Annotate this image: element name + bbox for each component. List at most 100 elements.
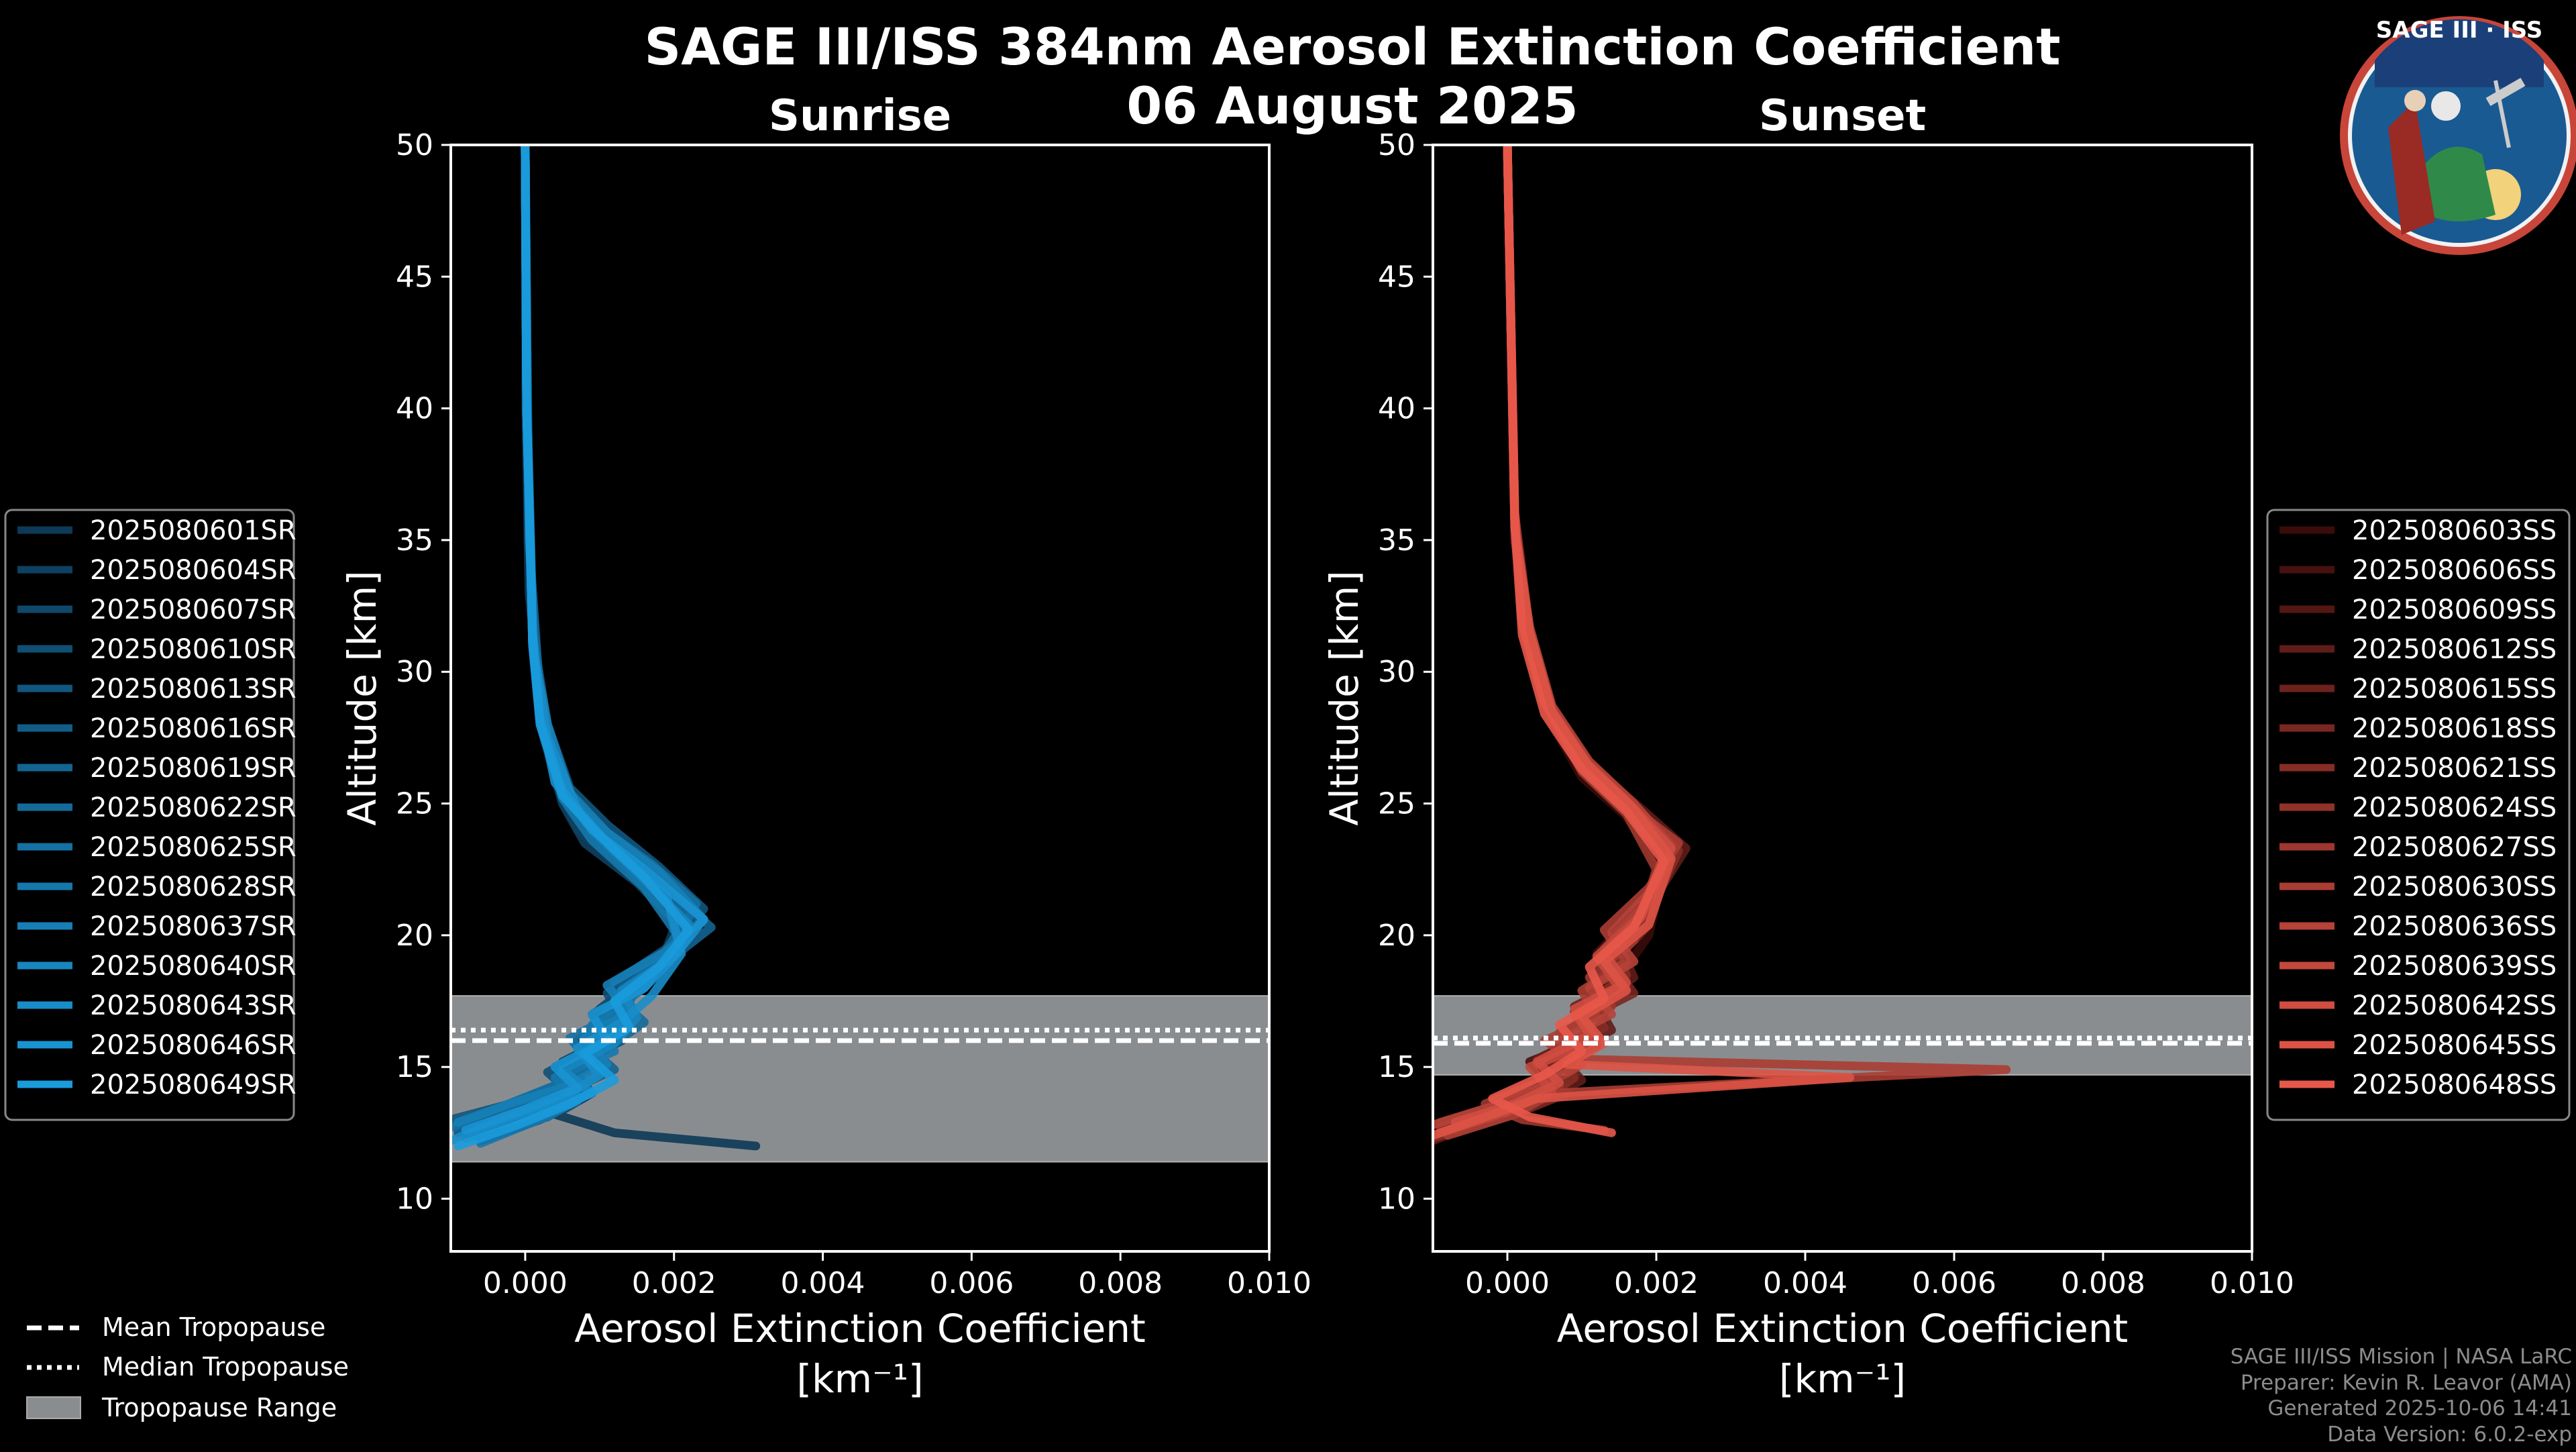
footer-version: Data Version: 6.0.2-exp bbox=[2327, 1422, 2572, 1447]
tropopause-legend: Mean Tropopause Median Tropopause Tropop… bbox=[26, 1312, 349, 1422]
profile-lines bbox=[1433, 145, 2011, 1145]
profile-2025080645SS bbox=[1433, 145, 1855, 1140]
x-tick-label: 0.010 bbox=[1227, 1266, 1311, 1300]
y-tick-label: 50 bbox=[1378, 128, 1415, 162]
legend-entry: 2025080646SR bbox=[90, 1030, 297, 1061]
legend-entry: 2025080607SR bbox=[90, 594, 297, 625]
legend-frame bbox=[4, 509, 295, 1121]
legend-entry: 2025080624SS bbox=[2352, 792, 2557, 823]
profile-2025080649SR bbox=[453, 145, 694, 1151]
x-tick-label: 0.000 bbox=[483, 1266, 568, 1300]
x-tick-label: 0.006 bbox=[929, 1266, 1014, 1300]
footer-generated: Generated 2025-10-06 14:41 bbox=[2267, 1396, 2572, 1420]
plot-frame bbox=[449, 144, 1271, 1253]
x-tick-label: 0.002 bbox=[632, 1266, 716, 1300]
x-tick-label: 0.008 bbox=[1078, 1266, 1163, 1300]
x-tick-label: 0.010 bbox=[2210, 1266, 2294, 1300]
y-tick-label: 20 bbox=[1378, 919, 1415, 953]
x-axis-unit: [km⁻¹] bbox=[1779, 1356, 1906, 1402]
legend-entry: 2025080612SS bbox=[2352, 634, 2557, 665]
legend-entry: 2025080628SR bbox=[90, 872, 297, 902]
series-legend: 2025080601SR 2025080604SR 2025080607SR 2025… bbox=[4, 509, 297, 1121]
profile-2025080612SS bbox=[1433, 145, 1690, 1145]
legend-entry: 2025080630SS bbox=[2352, 872, 2557, 902]
legend-entry: 2025080637SR bbox=[90, 911, 297, 942]
legend-entry: 2025080619SR bbox=[90, 753, 297, 784]
legend-entry: 2025080627SS bbox=[2352, 832, 2557, 863]
x-tick-label: 0.006 bbox=[1912, 1266, 1996, 1300]
y-tick-label: 20 bbox=[396, 919, 433, 953]
legend-entry: 2025080616SR bbox=[90, 713, 297, 744]
legend-entry: 2025080603SS bbox=[2352, 515, 2557, 546]
profile-2025080610SR bbox=[476, 145, 701, 1145]
y-tick-label: 50 bbox=[396, 128, 433, 162]
profile-2025080621SS bbox=[1433, 145, 1683, 1143]
legend-entry: 2025080640SR bbox=[90, 951, 297, 982]
sage-iss-logo: SAGE III · ISS bbox=[2340, 16, 2576, 255]
profile-2025080619SR bbox=[453, 145, 716, 1135]
x-axis-unit: [km⁻¹] bbox=[796, 1356, 923, 1402]
x-tick-label: 0.000 bbox=[1465, 1266, 1550, 1300]
panel-title: Sunrise bbox=[769, 91, 951, 141]
x-tick-label: 0.004 bbox=[781, 1266, 865, 1300]
profile-2025080609SS bbox=[1443, 145, 1683, 1135]
tropopause-range-label: Tropopause Range bbox=[101, 1393, 337, 1422]
legend-entry: 2025080601SR bbox=[90, 515, 297, 546]
profile-lines bbox=[451, 145, 761, 1151]
y-tick-label: 10 bbox=[1378, 1182, 1415, 1216]
profile-2025080642SS bbox=[1450, 145, 1676, 1127]
footer-credits: SAGE III/ISS Mission | NASA LaRC Prepare… bbox=[2231, 1344, 2572, 1447]
legend-entry: 2025080649SR bbox=[90, 1070, 297, 1100]
legend-entry: 2025080609SS bbox=[2352, 594, 2557, 625]
y-tick-label: 15 bbox=[1378, 1050, 1415, 1084]
x-axis-label: Aerosol Extinction Coefficient bbox=[1557, 1306, 2129, 1351]
legend-entry: 2025080610SR bbox=[90, 634, 297, 665]
median-tropopause-label: Median Tropopause bbox=[102, 1352, 349, 1382]
y-tick-label: 45 bbox=[396, 260, 433, 294]
legend-entry: 2025080615SS bbox=[2352, 674, 2557, 705]
profile-2025080618SS bbox=[1450, 145, 1676, 1137]
legend-entry: 2025080621SS bbox=[2352, 753, 2557, 784]
legend-entry: 2025080639SS bbox=[2352, 951, 2557, 982]
y-tick-label: 45 bbox=[1378, 260, 1415, 294]
legend-entry: 2025080636SS bbox=[2352, 911, 2557, 942]
footer-mission: SAGE III/ISS Mission | NASA LaRC bbox=[2230, 1345, 2572, 1369]
legend-entry: 2025080648SS bbox=[2352, 1070, 2557, 1100]
series-legend: 2025080603SS 2025080606SS 2025080609SS 2025… bbox=[2266, 509, 2571, 1121]
y-tick-label: 10 bbox=[396, 1182, 433, 1216]
x-tick-label: 0.008 bbox=[2061, 1266, 2145, 1300]
legend-entry: 2025080642SS bbox=[2352, 990, 2557, 1021]
legend-entry: 2025080618SS bbox=[2352, 713, 2557, 744]
y-axis-label: Altitude [km] bbox=[1322, 570, 1367, 825]
figure-date: 06 August 2025 bbox=[1126, 76, 1578, 136]
footer-preparer: Preparer: Kevin R. Leavor (AMA) bbox=[2240, 1370, 2572, 1395]
x-axis-label: Aerosol Extinction Coefficient bbox=[574, 1306, 1146, 1351]
y-tick-label: 30 bbox=[1378, 655, 1415, 689]
logo-text: SAGE III · ISS bbox=[2376, 17, 2542, 44]
legend-entry: 2025080645SS bbox=[2352, 1030, 2557, 1061]
legend-entry: 2025080622SR bbox=[90, 792, 297, 823]
legend-entry: 2025080625SR bbox=[90, 832, 297, 863]
y-tick-label: 25 bbox=[396, 787, 433, 821]
y-tick-label: 40 bbox=[1378, 392, 1415, 426]
y-tick-label: 40 bbox=[396, 392, 433, 426]
sunrise-panel: Sunrise 10 15 20 25 30 35 40 45 50 0.000 0.002 0.004… bbox=[4, 91, 1311, 1402]
legend-entry: 2025080606SS bbox=[2352, 555, 2557, 586]
panel-title: Sunset bbox=[1759, 91, 1926, 141]
x-tick-label: 0.004 bbox=[1763, 1266, 1847, 1300]
profile-2025080646SR bbox=[461, 145, 708, 1135]
plot-frame bbox=[1432, 144, 2253, 1253]
legend-entry: 2025080643SR bbox=[90, 990, 297, 1021]
x-tick-label: 0.002 bbox=[1614, 1266, 1699, 1300]
y-tick-label: 35 bbox=[1378, 523, 1415, 558]
y-tick-label: 30 bbox=[396, 655, 433, 689]
y-tick-label: 25 bbox=[1378, 787, 1415, 821]
legend-entry: 2025080604SR bbox=[90, 555, 297, 586]
legend-entry: 2025080613SR bbox=[90, 674, 297, 705]
legend-frame bbox=[2266, 509, 2571, 1121]
y-axis-label: Altitude [km] bbox=[339, 570, 385, 825]
y-tick-label: 15 bbox=[396, 1050, 433, 1084]
mean-tropopause-label: Mean Tropopause bbox=[102, 1312, 325, 1342]
profile-2025080648SS bbox=[1488, 145, 1668, 1137]
y-tick-label: 35 bbox=[396, 523, 433, 558]
